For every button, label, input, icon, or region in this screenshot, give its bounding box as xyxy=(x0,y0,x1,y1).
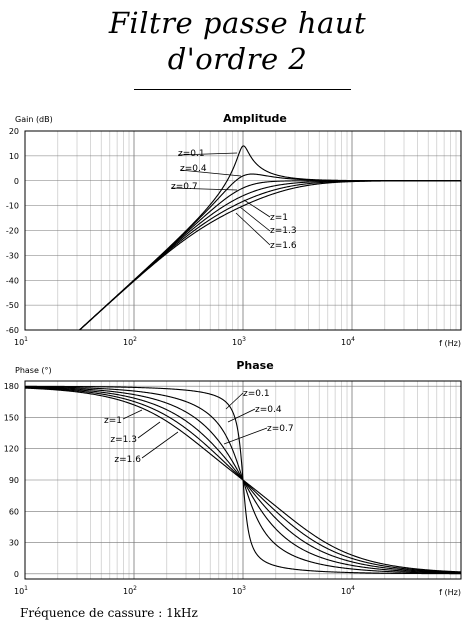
series-label: z=1.6 xyxy=(270,241,297,251)
y-tick-label: 150 xyxy=(4,413,19,422)
annotation-pointer xyxy=(227,408,256,423)
chart-title: Phase xyxy=(236,359,273,372)
series-label: z=1.3 xyxy=(110,435,137,445)
x-tick-label: 103 xyxy=(232,336,246,347)
annotation-pointer xyxy=(223,427,268,445)
x-axis-label: f (Hz) xyxy=(439,339,461,348)
y-tick-label: -20 xyxy=(6,227,19,236)
y-axis-label: Phase (°) xyxy=(15,366,52,375)
x-tick-label: 101 xyxy=(14,585,28,596)
phase-chart: 180 150 120 90 60 30 0 101 102 103 104 Phase (°) f (… xyxy=(4,359,462,597)
x-tick-label: 102 xyxy=(123,336,137,347)
series-label: z=0.7 xyxy=(171,182,198,192)
annotation-pointer xyxy=(177,152,238,156)
series-label: z=0.1 xyxy=(178,149,205,159)
plot-frame xyxy=(24,380,462,580)
annotation-pointer xyxy=(239,206,271,232)
y-tick-label: -10 xyxy=(6,202,19,211)
series-curve-z-1-6 xyxy=(78,180,461,330)
annotation-pointer xyxy=(122,409,143,420)
annotation-pointer xyxy=(141,431,179,459)
y-axis-label: Gain (dB) xyxy=(15,115,53,124)
y-tick-label: 20 xyxy=(9,127,19,136)
y-tick-label: 60 xyxy=(9,507,19,516)
cutoff-frequency-note: Fréquence de cassure : 1kHz xyxy=(20,606,198,620)
series-label: z=1 xyxy=(104,416,122,426)
annotation-pointer xyxy=(137,421,161,439)
annotation-pointer xyxy=(235,212,271,246)
y-tick-label: -40 xyxy=(6,276,19,285)
y-tick-label: -50 xyxy=(6,301,19,310)
series-label: z=0.7 xyxy=(267,424,294,434)
y-tick-label: 180 xyxy=(4,382,19,391)
title-underline xyxy=(134,89,351,90)
annotation-pointer xyxy=(170,187,238,191)
annotation-pointer xyxy=(225,392,244,410)
y-tick-label: 30 xyxy=(9,539,19,548)
chart-title: Amplitude xyxy=(223,112,287,125)
page-title-line-1: Filtre passe haut xyxy=(108,6,367,40)
series-label: z=0.1 xyxy=(243,389,270,399)
series-label: z=0.4 xyxy=(180,164,207,174)
x-tick-label: 103 xyxy=(232,585,246,596)
annotation-pointer xyxy=(179,169,242,177)
series-label: z=1.3 xyxy=(270,226,297,236)
y-tick-label: -60 xyxy=(6,326,19,335)
y-tick-label: 0 xyxy=(14,570,19,579)
plot-frame xyxy=(24,130,462,331)
x-tick-label: 101 xyxy=(14,336,28,347)
x-tick-label: 102 xyxy=(123,585,137,596)
y-tick-label: 120 xyxy=(4,445,19,454)
series-label: z=1 xyxy=(270,213,288,223)
series-curve-z-1-6 xyxy=(25,387,461,573)
x-tick-label: 104 xyxy=(341,336,355,347)
page-title-line-2: d'ordre 2 xyxy=(167,42,308,76)
y-tick-label: 10 xyxy=(9,152,19,161)
series-label: z=0.4 xyxy=(255,405,282,415)
x-axis-label: f (Hz) xyxy=(439,588,461,597)
y-tick-label: 90 xyxy=(9,476,19,485)
series-label: z=1.6 xyxy=(114,455,141,465)
x-tick-label: 104 xyxy=(341,585,355,596)
annotation-pointer xyxy=(243,199,271,218)
y-tick-label: -30 xyxy=(6,251,19,260)
y-tick-label: 0 xyxy=(14,177,19,186)
